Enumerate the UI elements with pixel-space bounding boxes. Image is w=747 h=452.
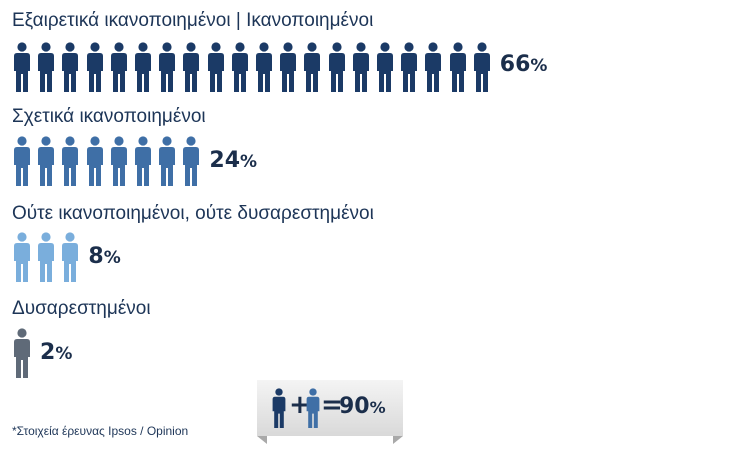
value-number: 24 (209, 148, 241, 173)
summary-total-sign: % (369, 398, 386, 417)
summary-total: 90% (339, 394, 386, 419)
source-footnote: *Στοιχεία έρευνας Ipsos / Opinion (12, 424, 189, 438)
person-icon (159, 136, 176, 186)
person-icon (401, 42, 418, 92)
person-icon (183, 136, 200, 186)
value-label-dissatisfied: 2% (40, 340, 72, 365)
person-icon (110, 136, 127, 186)
person-icon (14, 232, 30, 282)
person-icon (135, 42, 151, 92)
value-sign: % (103, 248, 121, 268)
value-label-somewhat-satisfied: 24% (209, 148, 257, 173)
category-label-neutral: Ούτε ικανοποιημένοι, ούτε δυσαρεστημένοι (12, 203, 374, 224)
person-icon (377, 42, 393, 92)
person-icon (256, 42, 272, 92)
category-label-dissatisfied: Δυσαρεστημένοι (12, 298, 151, 319)
person-icon (86, 136, 103, 186)
person-icon (14, 136, 30, 186)
person-icon (62, 232, 79, 282)
person-icon (304, 42, 321, 92)
category-label-very-satisfied: Εξαιρετικά ικανοποιημένοι | Ικανοποιημέν… (12, 10, 374, 31)
person-icon (38, 42, 55, 92)
person-icon (328, 42, 345, 92)
value-sign: % (240, 152, 258, 172)
person-icon (231, 42, 248, 92)
person-icon (473, 42, 490, 92)
summary-person-icon-medium (306, 388, 320, 428)
value-number: 8 (88, 244, 104, 269)
value-label-very-satisfied: 66% (500, 52, 548, 77)
person-icon (449, 42, 466, 92)
category-label-somewhat-satisfied: Σχετικά ικανοποιημένοι (12, 106, 206, 127)
person-icon (183, 42, 200, 92)
person-icon (38, 232, 55, 282)
summary-plus: + (289, 390, 311, 420)
person-icon (14, 42, 30, 92)
summary-equals: = (321, 390, 343, 420)
person-icon (352, 42, 369, 92)
summary-box: + = 90% (257, 380, 403, 444)
summary-total-number: 90 (339, 394, 370, 419)
value-label-neutral: 8% (88, 244, 120, 269)
person-icon (135, 136, 151, 186)
person-icon (62, 136, 79, 186)
value-number: 2 (40, 340, 56, 365)
person-icon (425, 42, 442, 92)
person-icon (207, 42, 224, 92)
summary-fold-left (257, 436, 267, 444)
person-icon (38, 136, 55, 186)
person-icon (62, 42, 79, 92)
person-icon (14, 328, 30, 378)
person-icon (110, 42, 127, 92)
person-icon (159, 42, 176, 92)
value-sign: % (530, 56, 548, 76)
person-icon (86, 42, 103, 92)
person-icon (280, 42, 297, 92)
value-sign: % (55, 344, 73, 364)
summary-fold-right (393, 436, 403, 444)
value-number: 66 (499, 52, 531, 77)
summary-person-icon-dark (272, 388, 286, 428)
